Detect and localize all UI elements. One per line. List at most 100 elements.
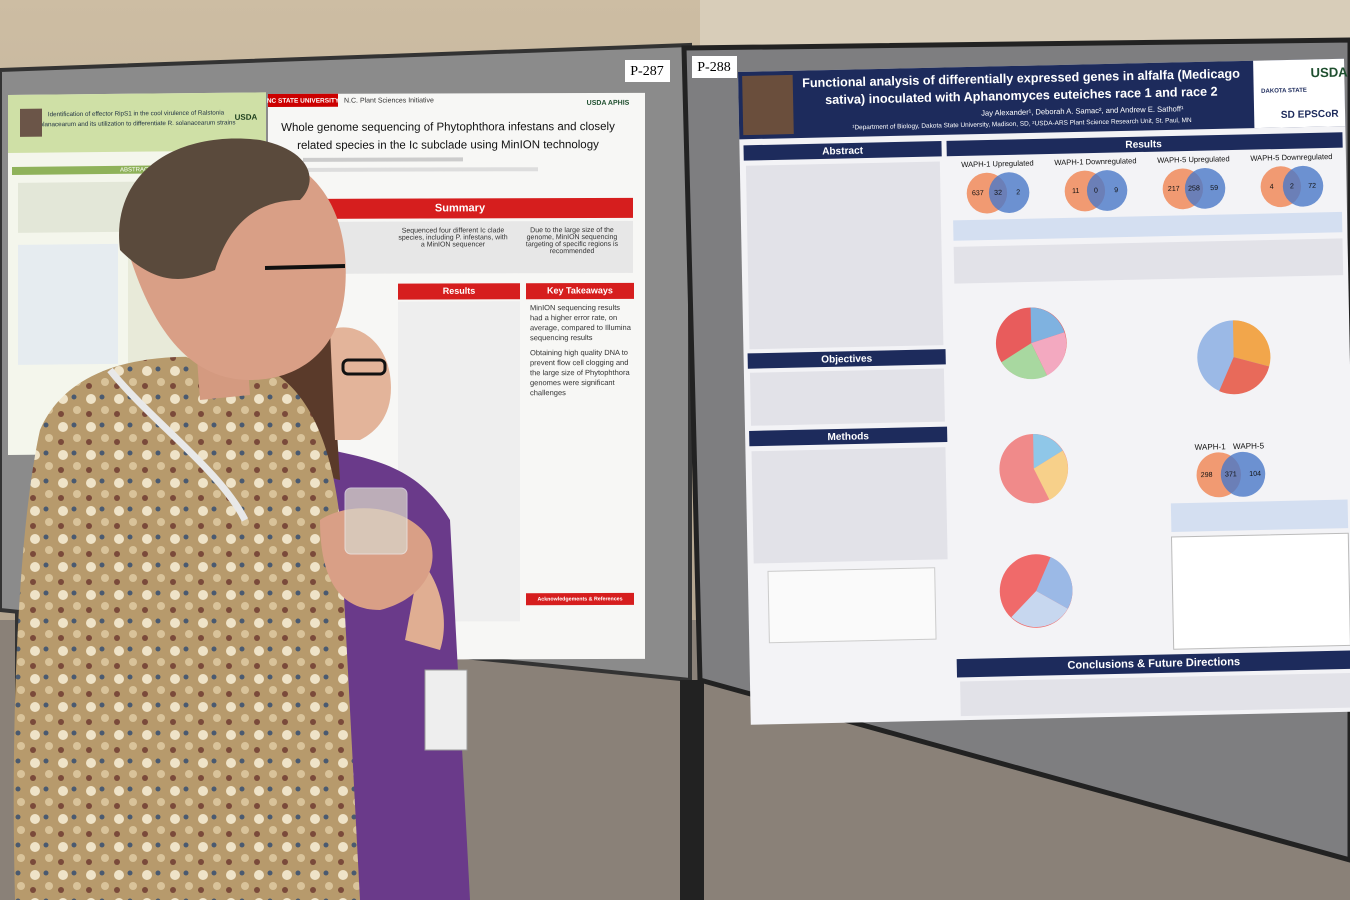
takeaway-list: MinION sequencing results had a higher e… xyxy=(530,303,632,398)
venn-number: 217 xyxy=(1168,185,1180,193)
name-badge xyxy=(424,669,468,751)
logo: DAKOTA STATE xyxy=(1261,87,1307,95)
venn-number: 59 xyxy=(1210,184,1218,192)
glass-cup xyxy=(344,487,408,555)
section-bar xyxy=(743,141,942,161)
venn-label: WAPH-1 Downregulated xyxy=(1054,156,1136,167)
board-label-bg xyxy=(692,56,737,78)
summary-item: Sequenced four different Ic clade specie… xyxy=(398,227,508,249)
glasses xyxy=(264,264,346,270)
venn-number: 258 xyxy=(1188,184,1200,192)
logo-panel xyxy=(1253,58,1346,129)
section-bar xyxy=(747,349,946,369)
takeaway-list: MinION sequencing results had a higher e… xyxy=(530,303,632,398)
venn-number: 298 xyxy=(1201,471,1213,479)
venn-circle xyxy=(1220,451,1266,497)
section-heading: Conclusions & Future Directions xyxy=(1067,656,1240,672)
venn-number: 11 xyxy=(1072,187,1080,195)
face xyxy=(330,327,391,440)
summary-text: Sequenced four different Ic clade specie… xyxy=(398,227,508,249)
pie-slice xyxy=(1033,433,1063,469)
venn-number: 0 xyxy=(1094,187,1098,195)
text-block xyxy=(749,368,945,426)
venn-number: 2 xyxy=(1016,188,1020,196)
lanyard xyxy=(107,367,249,522)
caption xyxy=(1170,499,1349,532)
section-heading: Summary xyxy=(435,202,486,214)
section-heading: Results xyxy=(1125,139,1162,151)
venn-label: WAPH-1 xyxy=(1195,442,1227,452)
pie-slice xyxy=(1030,307,1065,344)
section-bar xyxy=(749,426,948,447)
section-heading: Methods xyxy=(827,431,869,443)
venn-number: 2 xyxy=(1290,182,1294,190)
venn-number: 371 xyxy=(1225,470,1237,478)
poster-title: Identification of effector RipS1 in the … xyxy=(48,110,225,119)
pie-slice xyxy=(1036,557,1073,609)
venn-circle xyxy=(988,172,1030,214)
venn-circle xyxy=(1086,170,1128,211)
person-man xyxy=(13,138,433,900)
summary-text: Due to the large size of the genome, Min… xyxy=(525,226,619,256)
pie-slice xyxy=(1219,357,1270,395)
board-number: P-288 xyxy=(697,60,730,75)
section-heading: Results xyxy=(443,286,476,296)
logo: SD EPSCoR xyxy=(1281,109,1340,121)
venn-circle xyxy=(1184,167,1226,209)
venn-number: 9 xyxy=(1114,186,1118,194)
logo: USDA APHIS xyxy=(587,100,630,107)
author-photo xyxy=(20,108,42,137)
author-line xyxy=(303,157,463,162)
figure xyxy=(767,567,937,644)
venn-row: WAPH-1 Upregulated 637 32 2 WAPH-1 Downregul… xyxy=(961,152,1333,214)
venn-number: 4 xyxy=(1270,183,1274,191)
venn-number: 32 xyxy=(994,189,1002,197)
hand xyxy=(405,560,444,650)
venn-number: 72 xyxy=(1308,182,1316,190)
venn-circle xyxy=(1282,165,1324,207)
hair xyxy=(119,138,310,279)
venn-label: WAPH-5 xyxy=(1233,441,1265,451)
takeaway-item: Obtaining high quality DNA to prevent fl… xyxy=(530,347,630,398)
venn-label: WAPH-5 Upregulated xyxy=(1157,154,1230,165)
takeaway-item: MinION sequencing results had a higher e… xyxy=(530,302,631,343)
gene-table xyxy=(1170,532,1350,650)
pie-slice xyxy=(1001,343,1048,380)
summary-box xyxy=(288,220,633,274)
section-bar xyxy=(946,132,1343,157)
pie-slice xyxy=(1031,332,1067,376)
right-poster: Functional analysis of differentially ex… xyxy=(738,58,1350,725)
poster-title: solanacearum and its utilization to diff… xyxy=(36,119,235,128)
pie-chart xyxy=(995,307,1067,380)
section-heading: Abstract xyxy=(822,146,864,158)
board-label-bg xyxy=(625,60,670,82)
logo: USDA xyxy=(1310,64,1348,80)
glasses xyxy=(341,358,387,376)
section-bar xyxy=(398,283,520,300)
text-block xyxy=(960,672,1350,717)
poster-header xyxy=(8,92,266,153)
text-block xyxy=(751,447,948,564)
logo: USDA xyxy=(235,113,258,122)
poster-header xyxy=(738,58,1346,140)
pie-slice xyxy=(1011,591,1068,628)
section-bar xyxy=(526,282,634,300)
poster-title: related species in the Ic subclade using… xyxy=(297,139,599,152)
university-band xyxy=(268,93,338,107)
pie-chart xyxy=(999,433,1069,504)
section-heading: Key Takeaways xyxy=(547,285,613,295)
venn-diagram: WAPH-1 WAPH-5 298 371 104 xyxy=(1195,441,1266,498)
caption xyxy=(953,211,1343,241)
section-heading: Acknowledgements & References xyxy=(537,596,622,602)
venn-label: WAPH-1 Upregulated xyxy=(961,159,1034,170)
venn-number: 104 xyxy=(1249,470,1261,478)
pie-slice xyxy=(1033,450,1068,500)
author-photo xyxy=(742,74,794,136)
text-block xyxy=(953,238,1344,284)
pie-chart xyxy=(1197,320,1271,395)
board-number: P-287 xyxy=(630,64,663,79)
pie-slice xyxy=(1232,320,1271,367)
section-bar xyxy=(288,197,633,219)
authors: Jay Alexander¹, Deborah A. Samac², and A… xyxy=(981,104,1184,117)
